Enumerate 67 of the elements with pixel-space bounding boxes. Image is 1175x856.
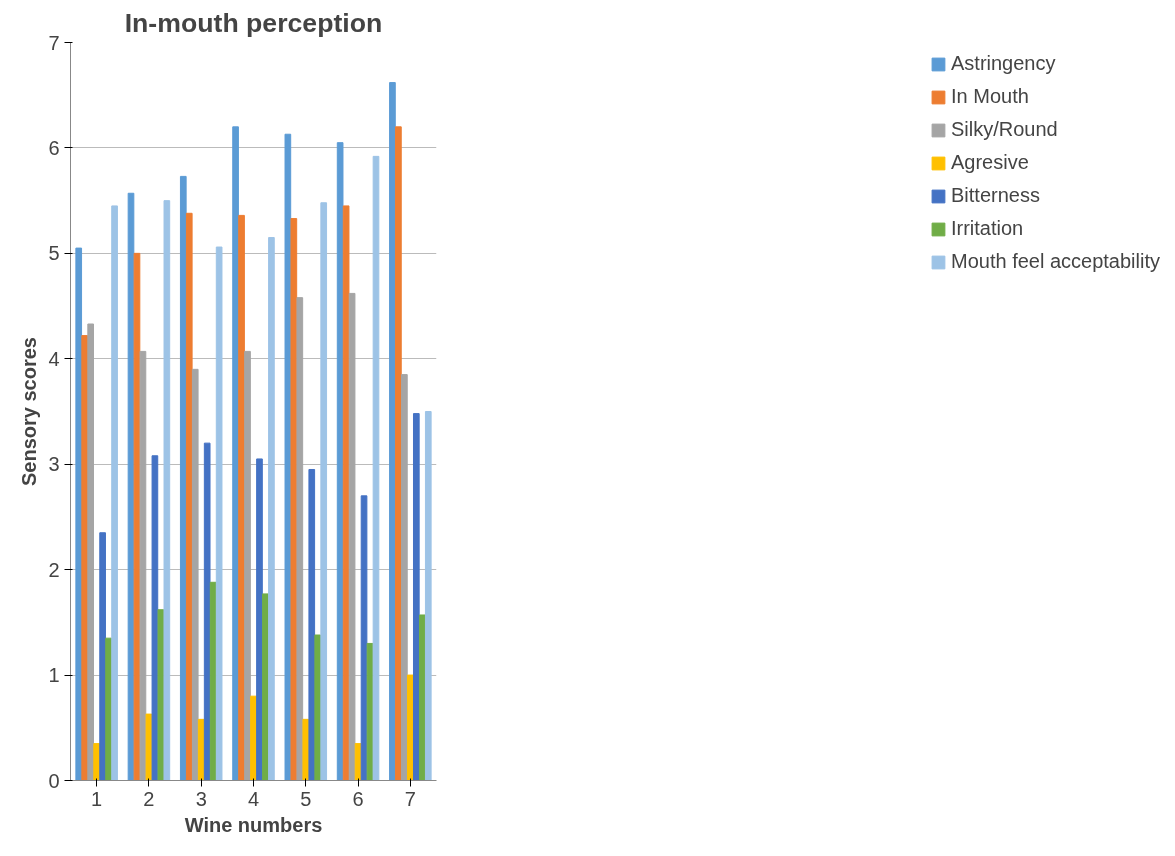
legend-label: Bitterness <box>950 184 1040 207</box>
bar <box>157 609 165 781</box>
bar <box>111 205 118 781</box>
bar <box>232 126 239 781</box>
bar <box>284 133 292 781</box>
bar <box>395 126 402 781</box>
x-tick-label: 1 <box>91 787 103 810</box>
bar <box>133 252 141 781</box>
bar <box>268 237 275 781</box>
y-tick-label: 3 <box>48 453 60 476</box>
bar <box>81 335 89 781</box>
bar <box>342 205 350 781</box>
x-tick-label: 6 <box>352 787 364 810</box>
y-tick-label: 6 <box>48 136 60 159</box>
bar <box>366 642 374 781</box>
y-tick-label: 4 <box>48 347 60 370</box>
bar <box>296 297 304 781</box>
bar <box>238 214 245 781</box>
bar <box>139 350 147 781</box>
bar <box>418 614 426 781</box>
legend-label: Irritation <box>950 217 1024 240</box>
bar <box>203 442 211 781</box>
x-tick-label: 3 <box>195 787 207 810</box>
legend-label: Astringency <box>950 52 1056 75</box>
y-tick-label: 5 <box>48 242 60 265</box>
bar <box>389 82 396 781</box>
x-tick-label: 4 <box>247 787 260 810</box>
bar <box>372 155 380 781</box>
bar <box>401 374 408 781</box>
bar <box>320 202 328 781</box>
bar <box>209 581 217 781</box>
bar <box>314 634 322 781</box>
legend-label: Mouth feel acceptability <box>950 250 1160 273</box>
x-tick-label: 5 <box>300 787 312 810</box>
y-tick-label: 2 <box>48 558 60 581</box>
bar <box>185 212 193 781</box>
bar <box>75 247 83 781</box>
bar <box>244 350 251 781</box>
bar <box>163 200 171 781</box>
bar <box>336 142 344 781</box>
bar <box>151 455 159 781</box>
bar <box>191 368 199 781</box>
bar <box>87 323 95 781</box>
bar <box>308 468 316 781</box>
bar <box>99 532 106 781</box>
x-tick-label: 7 <box>404 787 416 810</box>
bar <box>424 411 432 781</box>
y-tick-label: 0 <box>48 769 60 792</box>
bar <box>215 246 223 781</box>
bar <box>412 413 420 781</box>
y-tick-label: 7 <box>48 31 60 54</box>
x-axis-title: Wine numbers <box>184 813 323 836</box>
bar <box>262 593 269 781</box>
bar <box>360 495 368 781</box>
x-tick-label: 2 <box>143 787 155 810</box>
legend-label: In Mouth <box>950 85 1029 108</box>
bar <box>179 175 187 781</box>
legend-label: Agresive <box>950 151 1029 174</box>
bar <box>290 218 298 781</box>
chart-title: In-mouth perception <box>124 7 383 38</box>
legend-label: Silky/Round <box>950 118 1058 141</box>
y-tick-label: 1 <box>48 664 60 687</box>
y-axis-title: Sensory scores <box>18 337 41 486</box>
bar <box>407 674 414 781</box>
bar <box>256 458 263 781</box>
bar <box>348 292 356 781</box>
bar <box>145 713 153 781</box>
